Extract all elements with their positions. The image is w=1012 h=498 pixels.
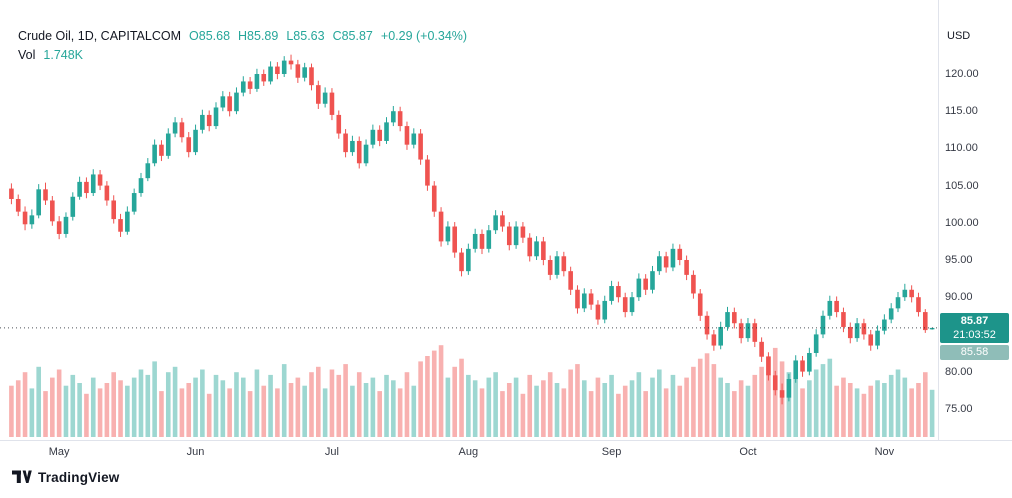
ohlc-close: C85.87 xyxy=(332,29,373,43)
time-axis-label: Aug xyxy=(458,446,479,458)
currency-label: USD xyxy=(947,30,971,42)
tradingview-logo[interactable]: TradingView xyxy=(12,469,119,486)
price-axis-label: 120.00 xyxy=(945,68,979,80)
ohlc-low: L85.63 xyxy=(286,29,325,43)
time-axis-label: Sep xyxy=(601,446,622,458)
brand-name: TradingView xyxy=(38,470,120,485)
countdown-timer: 21:03:52 xyxy=(953,328,996,341)
prev-close-badge: 85.58 xyxy=(940,344,1009,360)
time-axis-label: Jun xyxy=(186,446,205,458)
candlestick-chart[interactable] xyxy=(0,0,1012,440)
price-axis-label: 110.00 xyxy=(945,142,978,155)
tradingview-icon xyxy=(12,470,32,483)
volume-value: 1.748K xyxy=(43,48,84,62)
time-axis-label: Nov xyxy=(874,446,895,458)
price-axis-label: 75.00 xyxy=(945,402,973,415)
ohlc-high: H85.89 xyxy=(238,29,279,43)
price-axis-label: 105.00 xyxy=(945,179,979,192)
price-change: +0.29 (+0.34%) xyxy=(380,29,468,43)
price-axis-label: 115.00 xyxy=(945,105,978,118)
last-price-value: 85.87 xyxy=(960,314,989,327)
price-axis[interactable]: USD 85.87 21:03:52 85.58 120.00 115.00 110… xyxy=(938,0,1012,440)
symbol-legend: Crude Oil, 1D, CAPITALCOM O85.68 H85.89 … xyxy=(18,27,467,65)
time-axis-label: Oct xyxy=(739,446,757,458)
price-axis-label: 90.00 xyxy=(945,291,973,304)
symbol-title[interactable]: Crude Oil, 1D, CAPITALCOM xyxy=(18,29,182,43)
price-axis-label: 100.00 xyxy=(945,216,979,229)
time-axis-label: May xyxy=(48,446,70,458)
time-axis-label: Jul xyxy=(324,446,339,458)
last-price-badge: 85.87 21:03:52 xyxy=(940,312,1009,343)
price-axis-label: 80.00 xyxy=(945,365,973,378)
time-axis[interactable]: May Jun Jul Aug Sep Oct Nov xyxy=(0,440,1012,464)
candles-layer xyxy=(9,54,935,405)
ohlc-open: O85.68 xyxy=(189,29,231,43)
price-axis-label: 95.00 xyxy=(945,254,973,266)
volume-label: Vol xyxy=(18,48,36,62)
